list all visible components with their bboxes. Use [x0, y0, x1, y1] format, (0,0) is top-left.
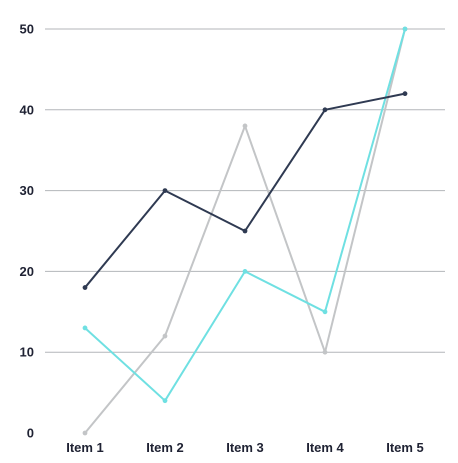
- series-3-point: [242, 269, 248, 274]
- series-2-point: [82, 430, 88, 436]
- series-3: [82, 26, 408, 404]
- y-tick-label: 50: [20, 22, 34, 37]
- x-tick-label: Item 4: [306, 440, 344, 455]
- y-axis-ticks: 0 10 20 30 40 50: [20, 22, 34, 441]
- series-3-point: [82, 325, 88, 331]
- x-tick-label: Item 5: [386, 440, 424, 455]
- series-1-point: [162, 188, 168, 194]
- series-2-point: [242, 123, 248, 129]
- grid-layer: [45, 28, 445, 353]
- y-tick-label: 30: [20, 183, 34, 198]
- y-tick-label: 20: [20, 264, 34, 279]
- series-layer: [82, 26, 408, 436]
- series-2-point: [162, 333, 168, 339]
- x-tick-label: Item 1: [66, 440, 104, 455]
- y-tick-label: 40: [20, 102, 34, 117]
- series-3-point: [402, 26, 408, 32]
- series-3-line: [84, 28, 406, 402]
- x-axis-ticks: Item 1 Item 2 Item 3 Item 4 Item 5: [66, 440, 424, 455]
- x-tick-label: Item 2: [146, 440, 184, 455]
- x-tick-label: Item 3: [226, 440, 264, 455]
- series-1-point: [402, 91, 408, 97]
- series-1-point: [322, 107, 328, 113]
- y-tick-label: 0: [27, 426, 34, 441]
- series-2-point: [322, 349, 328, 355]
- y-tick-label: 10: [20, 345, 34, 360]
- series-3-point: [162, 398, 168, 404]
- series-1-point: [242, 228, 248, 234]
- series-3-point: [322, 309, 328, 315]
- series-1-point: [82, 285, 88, 290]
- series-1: [82, 91, 408, 290]
